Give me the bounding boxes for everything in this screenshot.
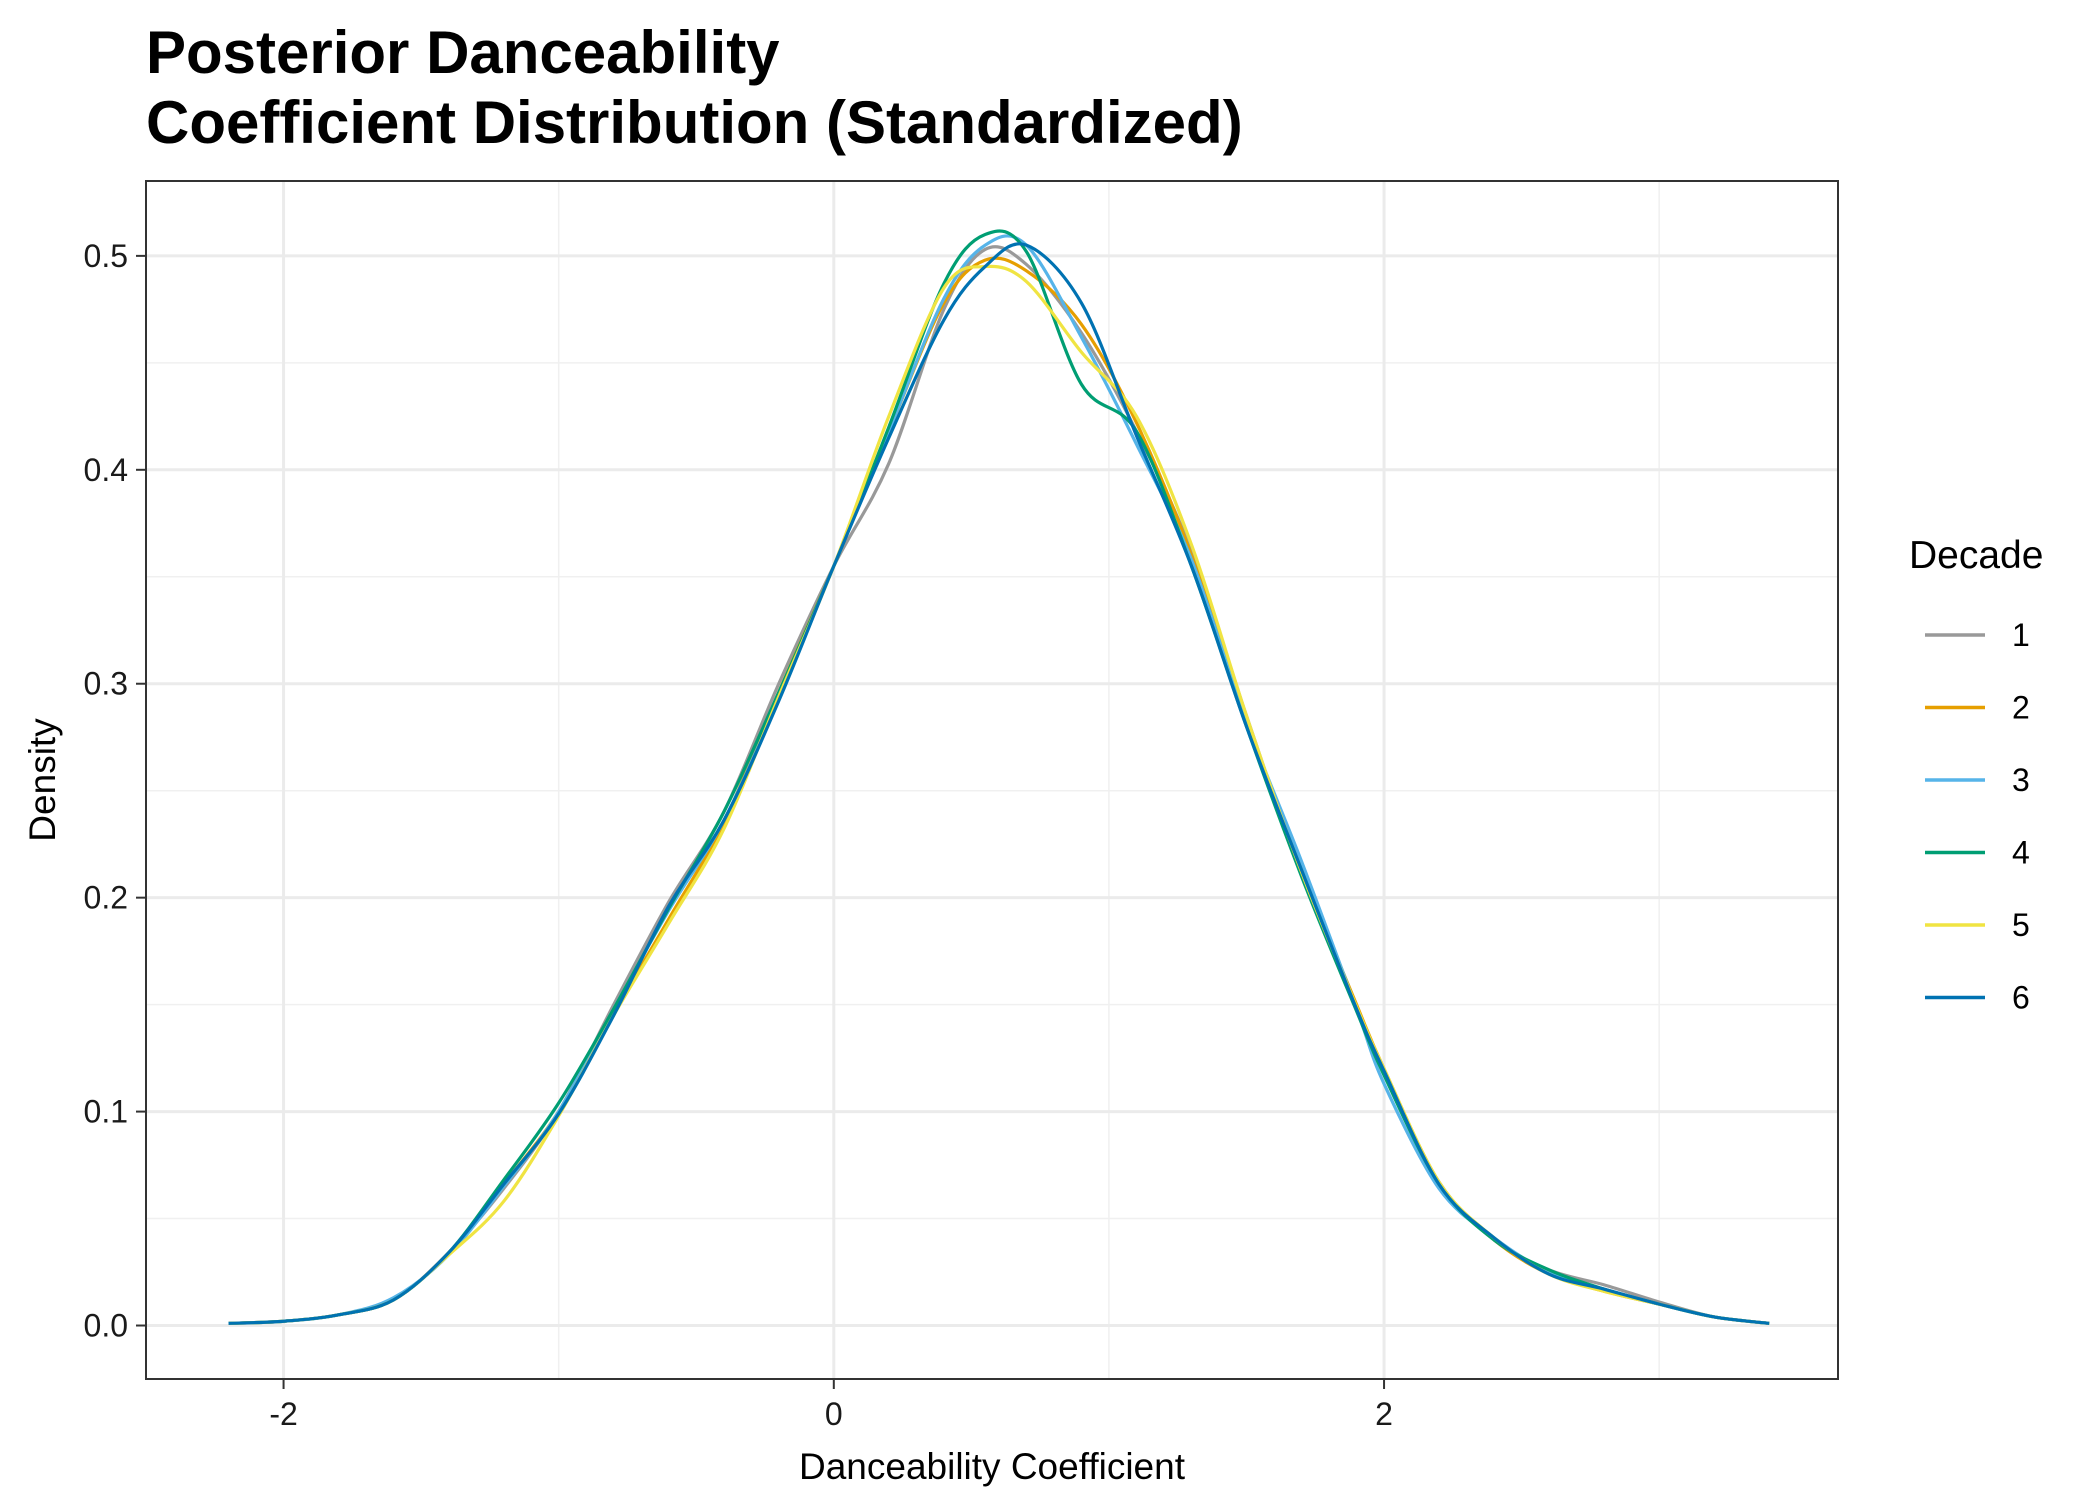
y-tick-label: 0.0 [84, 1308, 128, 1344]
legend-label-decade-6: 6 [2012, 980, 2030, 1016]
legend-title: Decade [1909, 534, 2043, 577]
series-line-decade-5 [228, 264, 1770, 1325]
y-tick-label: 0.3 [84, 666, 128, 702]
legend-label-decade-3: 3 [2012, 762, 2030, 798]
x-tick-label: -2 [269, 1396, 297, 1432]
chart-title-line-2: Coefficient Distribution (Standardized) [146, 89, 1243, 156]
legend: Decade 1 2 3 4 5 6 [1909, 534, 2043, 1016]
chart-title-line-1: Posterior Danceability [146, 19, 780, 86]
axis-ticks: -2 0 2 0.0 0.1 0.2 0.3 0.4 0.5 [84, 238, 1393, 1432]
panel-border [145, 180, 1839, 1380]
series-line-decade-3 [228, 234, 1770, 1325]
y-tick-label: 0.5 [84, 238, 128, 274]
y-axis-title: Density [22, 718, 63, 842]
series-lines [228, 229, 1770, 1325]
series-line-decade-6 [228, 242, 1770, 1325]
x-axis-title: Danceability Coefficient [799, 1446, 1186, 1487]
x-tick-label: 0 [825, 1396, 843, 1432]
grid [146, 181, 1838, 1379]
y-tick-label: 0.1 [84, 1094, 128, 1130]
y-tick-label: 0.4 [84, 452, 128, 488]
legend-label-decade-4: 4 [2012, 835, 2030, 871]
x-tick-label: 2 [1375, 1396, 1393, 1432]
legend-label-decade-1: 1 [2012, 617, 2030, 653]
series-line-decade-4 [228, 229, 1770, 1325]
series-line-decade-1 [228, 245, 1770, 1325]
y-tick-label: 0.2 [84, 880, 128, 916]
legend-label-decade-2: 2 [2012, 690, 2030, 726]
legend-label-decade-5: 5 [2012, 907, 2030, 943]
